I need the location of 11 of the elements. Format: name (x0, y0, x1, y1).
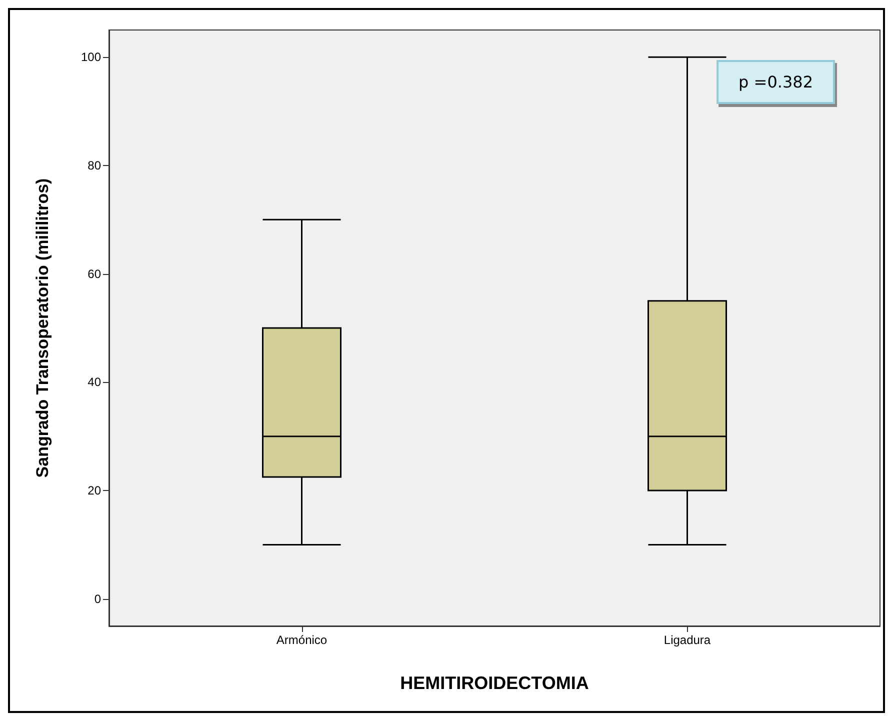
y-axis-title: Sangrado Transoperatorio (mililitros) (33, 178, 52, 478)
x-axis-title: HEMITIROIDECTOMIA (400, 673, 589, 693)
y-tick-label: 80 (88, 158, 102, 172)
y-tick-label: 100 (80, 50, 102, 64)
y-tick-label: 0 (94, 592, 102, 606)
x-tick-label: Ligadura (664, 633, 711, 647)
y-tick-label: 20 (88, 484, 102, 498)
y-tick-label: 60 (88, 266, 102, 281)
y-tick-label: 40 (88, 375, 102, 390)
x-tick-label: Armónico (276, 633, 328, 647)
annotation: p =0.382 (738, 72, 813, 92)
